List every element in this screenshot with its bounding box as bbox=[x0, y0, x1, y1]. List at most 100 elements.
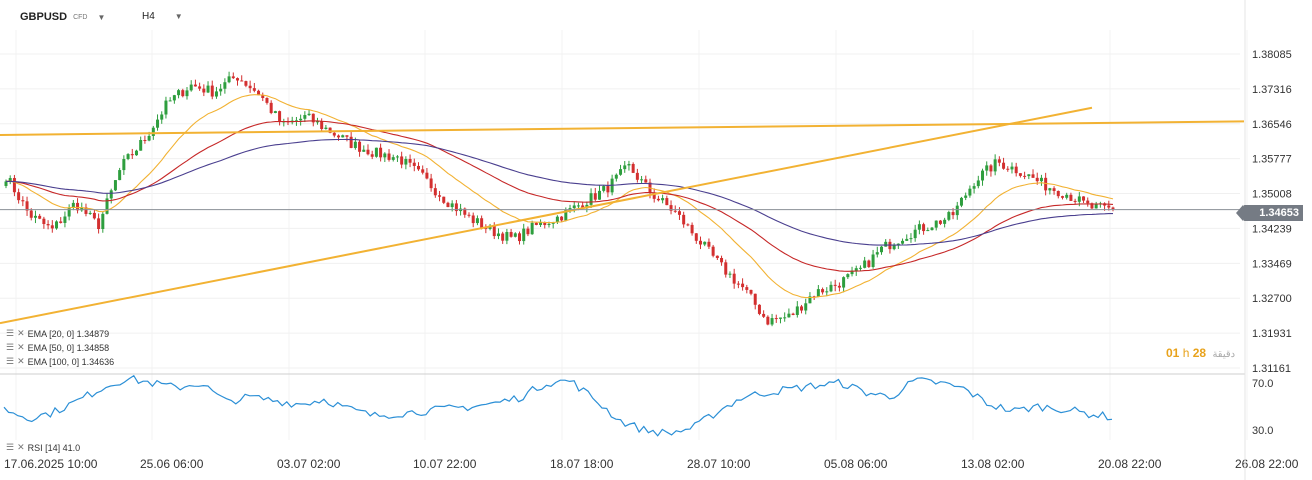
candle-body bbox=[959, 197, 963, 206]
close-icon[interactable]: ✕ bbox=[17, 328, 25, 338]
candle-body bbox=[463, 208, 467, 215]
candle-body bbox=[395, 156, 399, 158]
candle-body bbox=[513, 233, 517, 237]
candle-body bbox=[496, 233, 500, 237]
candle-body bbox=[602, 186, 606, 191]
candle-body bbox=[997, 159, 1001, 163]
candle-body bbox=[118, 170, 122, 181]
candle-body bbox=[1065, 194, 1069, 198]
trendline-rising bbox=[0, 106, 1093, 325]
candle-body bbox=[172, 95, 176, 101]
candle-body bbox=[1107, 205, 1111, 208]
timeframe-chevron-down-icon[interactable]: ▼ bbox=[174, 12, 183, 21]
candle-body bbox=[1073, 200, 1077, 202]
candle-body bbox=[774, 318, 778, 320]
candle-body bbox=[236, 78, 240, 81]
candle-body bbox=[905, 238, 909, 241]
rsi-tick-label: 30.0 bbox=[1252, 425, 1273, 437]
candle-body bbox=[875, 252, 879, 255]
candle-body bbox=[715, 255, 719, 259]
candle-body bbox=[244, 81, 248, 86]
candle-body bbox=[8, 178, 12, 182]
candle-body bbox=[833, 284, 837, 286]
candle-body bbox=[168, 100, 172, 102]
instrument-type: CFD bbox=[73, 13, 88, 21]
candle-body bbox=[640, 179, 644, 181]
x-tick-label: 13.08 02:00 bbox=[961, 457, 1025, 471]
candle-body bbox=[854, 268, 858, 271]
candle-body bbox=[635, 172, 639, 180]
menu-icon[interactable]: ☰ bbox=[6, 356, 15, 366]
candle-body bbox=[800, 306, 804, 311]
candle-body bbox=[358, 141, 362, 152]
candle-body bbox=[59, 221, 63, 223]
close-icon[interactable]: ✕ bbox=[17, 342, 25, 352]
candle-body bbox=[669, 205, 673, 211]
candle-body bbox=[324, 127, 328, 129]
candle-body bbox=[947, 212, 951, 220]
menu-icon[interactable]: ☰ bbox=[6, 442, 15, 452]
candle-body bbox=[1002, 162, 1006, 169]
ema100-legend[interactable]: ☰ ✕ EMA [100, 0] 1.34636 bbox=[6, 356, 114, 367]
candle-body bbox=[539, 221, 543, 225]
close-icon[interactable]: ✕ bbox=[17, 356, 25, 366]
rsi-legend[interactable]: ☰ ✕ RSI [14] 41.0 bbox=[6, 442, 80, 453]
candle-body bbox=[534, 222, 538, 225]
candle-body bbox=[320, 121, 324, 129]
candle-body bbox=[265, 97, 269, 103]
candle-body bbox=[88, 212, 92, 214]
rsi-tick-label: 70.0 bbox=[1252, 378, 1273, 390]
candle-body bbox=[416, 165, 420, 170]
candle-body bbox=[778, 317, 782, 319]
candle-body bbox=[315, 121, 319, 123]
candle-body bbox=[67, 207, 71, 217]
candle-body bbox=[362, 149, 366, 152]
ema20-legend[interactable]: ☰ ✕ EMA [20, 0] 1.34879 bbox=[6, 328, 109, 339]
candle-body bbox=[1082, 196, 1086, 201]
candle-body bbox=[257, 90, 261, 96]
candle-body bbox=[404, 158, 408, 165]
ema20-line bbox=[5, 94, 1114, 299]
candle-body bbox=[475, 218, 479, 224]
candle-body bbox=[749, 289, 753, 294]
countdown-hours: 01 bbox=[1166, 346, 1180, 360]
candle-body bbox=[353, 141, 357, 148]
candles-group bbox=[4, 71, 1115, 327]
symbol-chevron-down-icon[interactable]: ▼ bbox=[97, 12, 106, 22]
ema50-legend[interactable]: ☰ ✕ EMA [50, 0] 1.34858 bbox=[6, 342, 109, 353]
symbol-selector[interactable]: GBPUSD CFD ▼ bbox=[20, 11, 105, 23]
candle-body bbox=[156, 119, 160, 128]
candle-body bbox=[38, 215, 42, 219]
close-icon[interactable]: ✕ bbox=[17, 442, 25, 452]
candle-body bbox=[198, 86, 202, 89]
menu-icon[interactable]: ☰ bbox=[6, 342, 15, 352]
candle-body bbox=[1027, 174, 1031, 177]
candle-body bbox=[299, 118, 303, 121]
candle-body bbox=[757, 304, 761, 314]
timeframe-selector[interactable]: H4 ▼ bbox=[142, 11, 183, 22]
symbol-name: GBPUSD bbox=[20, 11, 68, 23]
candle-body bbox=[425, 172, 429, 179]
candle-body bbox=[25, 201, 29, 211]
candle-body bbox=[711, 246, 715, 256]
candle-body bbox=[1086, 200, 1090, 204]
menu-icon[interactable]: ☰ bbox=[6, 328, 15, 338]
candle-body bbox=[442, 196, 446, 203]
candle-body bbox=[92, 212, 96, 219]
candle-body bbox=[17, 192, 21, 201]
candle-body bbox=[985, 165, 989, 171]
candle-body bbox=[1056, 190, 1060, 197]
candle-body bbox=[656, 198, 660, 201]
candle-body bbox=[619, 169, 623, 175]
candle-body bbox=[572, 205, 576, 209]
candle-body bbox=[328, 127, 332, 133]
candle-body bbox=[345, 135, 349, 137]
candle-body bbox=[981, 170, 985, 181]
candle-body bbox=[181, 90, 185, 97]
candle-body bbox=[210, 85, 214, 97]
candle-body bbox=[4, 181, 8, 186]
candle-body bbox=[677, 211, 681, 215]
candle-body bbox=[480, 218, 484, 229]
candle-body bbox=[130, 154, 134, 156]
